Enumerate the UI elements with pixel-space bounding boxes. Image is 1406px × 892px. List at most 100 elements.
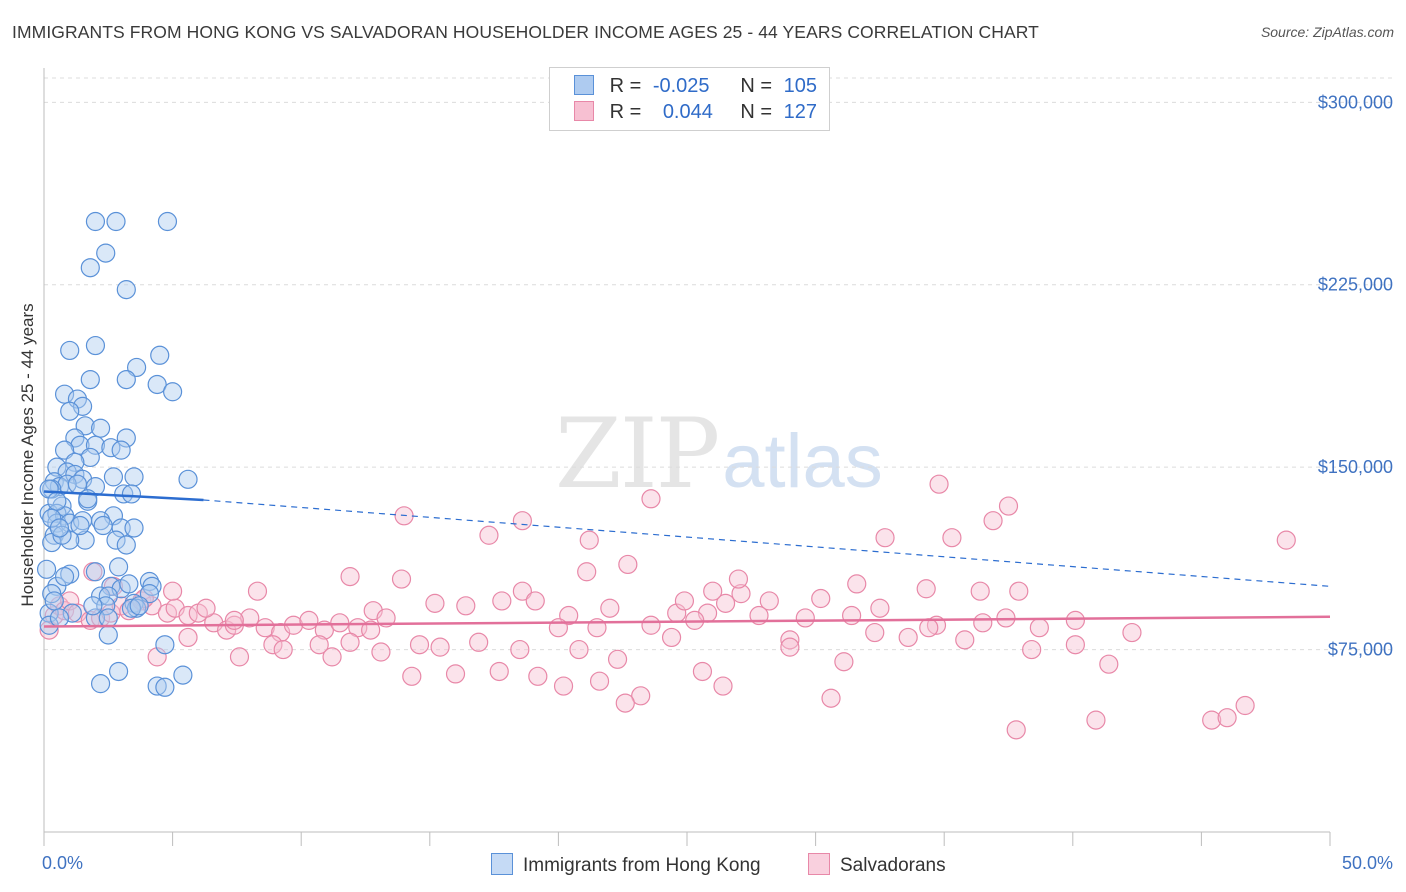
hong-kong-point-6	[85, 335, 106, 356]
salvadorans-point-51	[780, 630, 800, 650]
salvadorans-point-128	[929, 474, 949, 494]
legend-row-series1: R = -0.025 N = 105	[574, 75, 817, 101]
hong-kong-trend-solid	[43, 490, 204, 502]
hong-kong-point-27	[80, 447, 100, 468]
bottom-legend-series1: Immigrants from Hong Kong	[491, 853, 761, 877]
hong-kong-point-0	[85, 211, 106, 232]
hong-kong-point-85	[147, 676, 167, 696]
correlation-legend: R = -0.025 N = 105 R = 0.044 N = 127	[549, 67, 830, 131]
chart-title: IMMIGRANTS FROM HONG KONG VS SALVADORAN …	[12, 22, 1039, 42]
hong-kong-point-7	[60, 340, 80, 361]
hong-kong-point-102	[83, 596, 103, 616]
series2-r-value: 0.044	[662, 101, 713, 123]
series1-swatch	[574, 75, 594, 95]
hong-kong-point-79	[98, 608, 118, 628]
salvadorans-point-55	[898, 627, 918, 648]
hong-kong-point-101	[62, 603, 82, 623]
salvadorans-point-53	[842, 605, 862, 626]
salvadorans-point-122	[1086, 710, 1106, 730]
hong-kong-point-21	[116, 428, 136, 448]
salvadorans-point-97	[970, 581, 990, 601]
salvadorans-point-21	[255, 618, 275, 638]
salvadorans-point-24	[299, 610, 319, 630]
salvadorans-point-66	[196, 598, 216, 618]
salvadorans-point-112	[875, 528, 895, 548]
series1-r-value: -0.025	[652, 75, 710, 97]
hong-kong-point-13	[163, 382, 183, 402]
salvadorans-point-115	[983, 511, 1003, 531]
salvadorans-point-60	[1022, 639, 1042, 660]
salvadorans-point-82	[510, 639, 530, 660]
hong-kong-point-26	[111, 440, 131, 460]
hong-kong-point-71	[90, 586, 111, 606]
hong-kong-point-19	[90, 418, 111, 438]
salvadorans-point-42	[559, 605, 579, 626]
salvadorans-point-76	[402, 666, 422, 686]
salvadorans-point-85	[569, 639, 589, 660]
salvadorans-point-124	[1217, 708, 1237, 728]
hong-kong-point-88	[39, 479, 59, 499]
salvadorans-point-62	[1099, 654, 1119, 674]
hong-kong-point-70	[42, 584, 62, 604]
watermark: ZIPatlas	[555, 398, 883, 510]
salvadorans-point-120	[821, 688, 841, 708]
hong-kong-point-103	[44, 591, 64, 611]
salvadorans-point-111	[847, 574, 867, 594]
hong-kong-point-64	[85, 562, 106, 582]
hong-kong-point-54	[93, 515, 113, 536]
hong-kong-point-33	[103, 467, 124, 487]
source-label: Source: ZipAtlas.com	[1260, 24, 1394, 40]
hong-kong-point-99	[54, 567, 75, 587]
salvadorans-point-33	[163, 581, 183, 601]
bottom-series1-swatch	[491, 853, 513, 875]
salvadorans-point-78	[430, 637, 450, 657]
hong-kong-point-104	[49, 608, 70, 628]
salvadorans-point-119	[615, 693, 635, 713]
hong-kong-point-8	[150, 345, 170, 365]
hong-kong-point-59	[75, 530, 95, 550]
salvadorans-point-104	[618, 554, 638, 575]
series1-r-label: R =	[609, 75, 642, 97]
salvadorans-point-89	[661, 627, 682, 648]
hong-kong-point-97	[70, 515, 90, 536]
salvadorans-point-40	[512, 581, 532, 601]
series1-n-value: 105	[783, 75, 817, 97]
y-tick-label-3: $300,000	[1318, 92, 1393, 112]
salvadorans-point-114	[942, 528, 962, 548]
hong-kong-point-89	[47, 491, 67, 511]
salvadorans-point-49	[731, 584, 751, 604]
hong-kong-point-42	[114, 484, 134, 504]
hong-kong-point-98	[108, 557, 129, 577]
hong-kong-point-61	[116, 535, 136, 555]
hong-kong-point-1	[106, 211, 126, 232]
bottom-legend-series2: Salvadorans	[808, 853, 946, 877]
hong-kong-point-86	[155, 677, 175, 697]
salvadorans-point-34	[247, 581, 268, 601]
hong-kong-point-95	[42, 508, 62, 528]
salvadorans-point-43	[577, 562, 597, 582]
hong-kong-point-5	[116, 280, 136, 300]
salvadorans-point-113	[916, 579, 936, 599]
salvadorans-trend	[43, 615, 1331, 628]
salvadorans-point-125	[1235, 695, 1255, 716]
hong-kong-point-11	[116, 370, 136, 390]
salvadorans-point-103	[579, 530, 599, 550]
salvadorans-point-54	[865, 622, 885, 643]
salvadorans-point-77	[409, 635, 430, 655]
salvadorans-point-37	[425, 593, 445, 613]
salvadorans-point-96	[919, 618, 939, 638]
salvadorans-point-65	[178, 627, 198, 648]
hong-kong-point-83	[90, 674, 111, 694]
salvadorans-point-29	[376, 608, 396, 628]
hong-kong-point-91	[121, 598, 142, 618]
salvadorans-point-73	[340, 632, 360, 652]
bottom-series2-label: Salvadorans	[840, 855, 946, 876]
salvadorans-point-44	[600, 598, 620, 618]
salvadorans-point-106	[674, 591, 695, 611]
salvadorans-point-90	[692, 661, 713, 682]
bottom-series1-label: Immigrants from Hong Kong	[523, 855, 761, 876]
hong-kong-point-17	[60, 401, 80, 421]
salvadorans-point-69	[263, 635, 283, 655]
series2-swatch	[574, 101, 594, 121]
